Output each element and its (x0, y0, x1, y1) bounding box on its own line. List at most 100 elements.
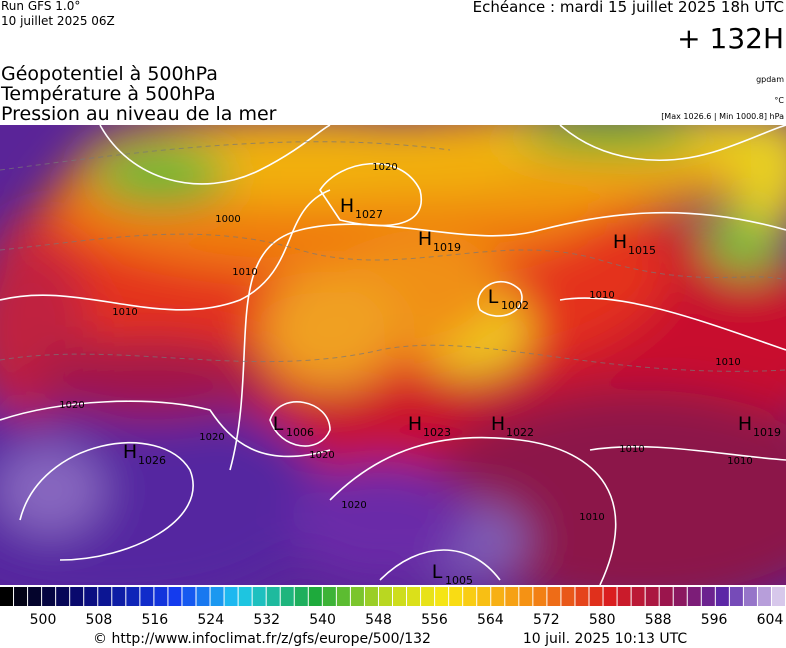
colorbar-swatch (28, 587, 42, 606)
colorbar-swatch (743, 587, 757, 606)
colorbar-swatch (757, 587, 771, 606)
colorbar-swatch (336, 587, 350, 606)
colorbar-swatch (561, 587, 575, 606)
colorbar-swatch (715, 587, 729, 606)
isobar-label: 1010 (727, 456, 752, 467)
colorbar-swatch (126, 587, 140, 606)
isobar (0, 189, 331, 311)
center-value: 1002 (501, 299, 529, 312)
colorbar-swatch (603, 587, 617, 606)
colorbar-swatch (70, 587, 84, 606)
colorbar-swatch (659, 587, 673, 606)
center-value: 1027 (355, 208, 383, 221)
colorbar-swatch (322, 587, 336, 606)
isobar (319, 162, 423, 227)
legend-line: Géopotentiel à 500hPa (1, 63, 218, 85)
isotherm (0, 233, 786, 281)
center-value: 1019 (433, 241, 461, 254)
colorbar-swatch (280, 587, 294, 606)
colorbar-swatch (210, 587, 224, 606)
isolines: 1000 1010 1010 1020 1020 1020 1020 1020 1010 1010… (0, 125, 786, 587)
legend-line: Température à 500hPa (0, 83, 216, 105)
colorbar-swatch (463, 587, 477, 606)
isobar-label: 1010 (589, 290, 614, 301)
colorbar-swatch (393, 587, 407, 606)
colorbar-swatch (491, 587, 505, 606)
colorbar-swatch (477, 587, 491, 606)
colorbar-swatch (112, 587, 126, 606)
unit-temp: °C (774, 96, 784, 105)
colorbar-swatch (168, 587, 182, 606)
colorbar-swatch (154, 587, 168, 606)
center-letter: H (418, 228, 432, 250)
colorbar-swatch (729, 587, 743, 606)
isobar-label: 1010 (715, 357, 740, 368)
colorbar-swatch (378, 587, 392, 606)
center-letter: H (340, 195, 354, 217)
colorbar-label: 508 (86, 612, 113, 628)
isobar (19, 441, 194, 561)
colorbar-swatch (435, 587, 449, 606)
center-letter: H (613, 231, 627, 253)
isobar (559, 297, 786, 351)
colorbar-swatch (701, 587, 715, 606)
isobar (99, 125, 331, 185)
temperature-blob (0, 445, 105, 535)
isobar-label: 1020 (341, 500, 366, 511)
isobar (229, 211, 786, 471)
pressure-range: [Max 1026.6 | Min 1000.8] hPa (661, 112, 784, 121)
isobar-label: 1010 (579, 512, 604, 523)
temperature-blob (290, 460, 470, 580)
echeance: Echéance : mardi 15 juillet 2025 18h UTC (473, 0, 784, 16)
colorbar-swatch (547, 587, 561, 606)
colorbar-swatch (617, 587, 631, 606)
center-letter: L (432, 561, 443, 583)
colorbar-swatch (533, 587, 547, 606)
colorbar-swatch (140, 587, 154, 606)
colorbar-swatch (687, 587, 701, 606)
colorbar-swatch (449, 587, 463, 606)
colorbar-swatch (350, 587, 364, 606)
colorbar-label: 572 (533, 612, 560, 628)
temperature-blob (260, 270, 400, 390)
colorbar-label: 596 (701, 612, 728, 628)
center-letter: L (273, 413, 284, 435)
colorbar-swatch (84, 587, 98, 606)
colorbar-swatch (252, 587, 266, 606)
colorbar-swatch (224, 587, 238, 606)
colorbar-swatch (196, 587, 210, 606)
colorbar-swatch (519, 587, 533, 606)
colorbar-swatch (505, 587, 519, 606)
source: © http://www.infoclimat.fr/z/gfs/europe/… (93, 631, 431, 647)
temperature-field (0, 125, 786, 585)
colorbar-swatch (0, 587, 14, 606)
isobar-label: 1020 (59, 400, 84, 411)
isobar (589, 445, 786, 461)
isotherm (0, 141, 451, 171)
colorbar-swatch (407, 587, 421, 606)
colorbar-swatch (364, 587, 378, 606)
colorbar-swatch (294, 587, 308, 606)
colorbar-swatch (771, 587, 785, 606)
colorbar-swatch (182, 587, 196, 606)
colorbar-swatch (266, 587, 280, 606)
run: Run GFS 1.0° (1, 0, 80, 13)
center-value: 1005 (445, 574, 473, 587)
colorbar-label: 516 (141, 612, 168, 628)
temperature-blob (730, 125, 786, 230)
colorbar-swatch (589, 587, 603, 606)
center-value: 1023 (423, 426, 451, 439)
center-letter: L (488, 286, 499, 308)
colorbar-swatch (56, 587, 70, 606)
colorbar-label: 548 (365, 612, 392, 628)
generated: 10 juil. 2025 10:13 UTC (523, 631, 688, 647)
center-value: 1026 (138, 454, 166, 467)
colorbar: 500 508 516 524 532 540 548 556 564 572 580 588 596 6… (0, 587, 785, 628)
colorbar-label: 564 (477, 612, 504, 628)
lead-time: + 132H (677, 22, 784, 55)
temperature-blob (90, 145, 230, 205)
isobar (0, 400, 331, 458)
isobar-label: 1010 (232, 267, 257, 278)
colorbar-label: 524 (197, 612, 224, 628)
